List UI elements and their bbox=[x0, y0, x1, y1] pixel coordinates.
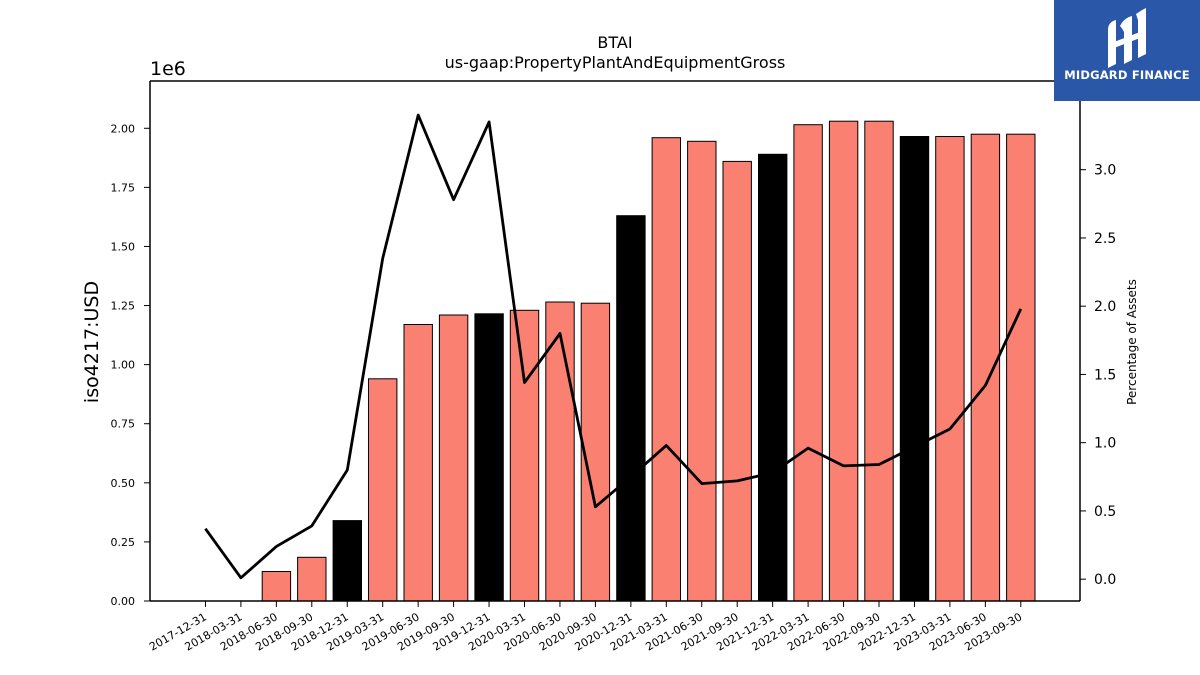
bar bbox=[297, 556, 327, 602]
y-multiplier-label: 1e6 bbox=[150, 58, 186, 80]
bars-group bbox=[261, 120, 1036, 602]
y2-tick-label: 2.5 bbox=[1094, 231, 1116, 247]
bar bbox=[651, 137, 681, 602]
chart-subtitle: us-gaap:PropertyPlantAndEquipmentGross bbox=[445, 53, 786, 72]
bar bbox=[864, 120, 894, 602]
bar bbox=[1006, 133, 1036, 602]
bar bbox=[935, 136, 965, 602]
bar bbox=[403, 324, 433, 602]
bar bbox=[758, 153, 788, 602]
axes-group: 0.00 0.25 0.50 0.75 1.00 1.25 1.50 1.75 2.00 0.0 0… bbox=[111, 80, 1116, 654]
bar bbox=[899, 136, 930, 602]
bar bbox=[332, 520, 363, 602]
line-group bbox=[204, 113, 1023, 580]
chart-title: BTAI bbox=[597, 33, 632, 52]
y2-tick-label: 3.0 bbox=[1094, 163, 1116, 179]
bar bbox=[828, 120, 859, 602]
y-axis-label: iso4217:USD bbox=[81, 281, 103, 403]
y-tick-label: 1.25 bbox=[111, 300, 136, 313]
y-tick-label: 1.00 bbox=[111, 359, 136, 372]
y2-tick-label: 1.5 bbox=[1094, 367, 1116, 383]
y-tick-label: 0.00 bbox=[111, 595, 136, 608]
bar bbox=[368, 378, 398, 602]
logo-mark-icon bbox=[1108, 8, 1146, 68]
bar bbox=[509, 309, 540, 602]
y-tick-label: 2.00 bbox=[111, 122, 136, 135]
bar bbox=[474, 313, 504, 602]
bar bbox=[687, 140, 717, 602]
y2-axis-label: Percentage of Assets bbox=[1125, 279, 1139, 405]
bar bbox=[722, 160, 752, 602]
logo-text: MIDGARD FINANCE bbox=[1064, 68, 1190, 82]
bar bbox=[970, 133, 1001, 602]
bar bbox=[616, 215, 646, 602]
bar bbox=[261, 571, 292, 602]
y-tick-label: 0.50 bbox=[111, 477, 136, 490]
bar bbox=[545, 301, 575, 602]
y-tick-label: 1.50 bbox=[111, 240, 136, 253]
bar bbox=[793, 124, 823, 602]
y-tick-label: 0.25 bbox=[111, 536, 136, 549]
bar bbox=[438, 314, 469, 602]
y-tick-label: 1.75 bbox=[111, 181, 136, 194]
midgard-finance-logo: MIDGARD FINANCE bbox=[1054, 0, 1200, 101]
bar bbox=[580, 302, 611, 602]
y2-tick-label: 0.5 bbox=[1094, 504, 1116, 520]
series-line bbox=[204, 113, 1023, 580]
y2-tick-label: 1.0 bbox=[1094, 436, 1116, 452]
y2-tick-label: 2.0 bbox=[1094, 299, 1116, 315]
y-tick-label: 0.75 bbox=[111, 418, 136, 431]
y2-tick-label: 0.0 bbox=[1094, 572, 1116, 588]
